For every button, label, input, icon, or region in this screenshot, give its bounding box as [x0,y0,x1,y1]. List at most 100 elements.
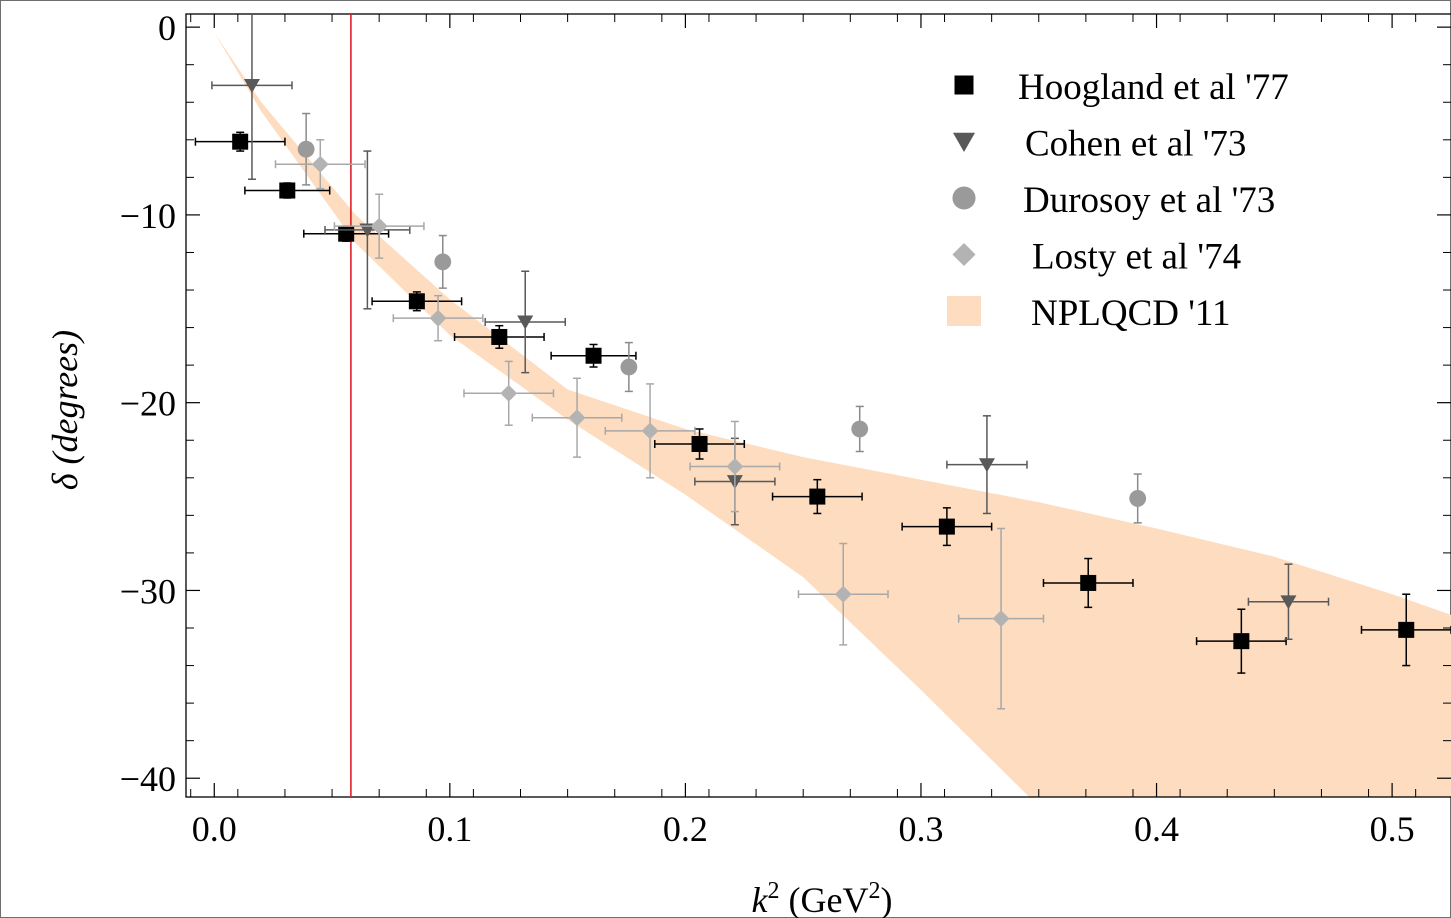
plot-border [185,13,1451,798]
legend-label: Durosoy et al '73 [1023,180,1275,221]
legend-entry: Losty et al '74 [952,237,1241,278]
data-point [1195,608,1287,674]
x-tick-label: 0.5 [1370,809,1415,849]
marker-square [491,328,508,345]
legend-marker-swatch [947,296,981,326]
data-point [211,14,293,180]
data-point [194,131,286,152]
data-point [531,377,623,458]
marker-diamond [500,384,518,402]
x-tick-label: 0.3 [898,809,943,849]
legend-marker-triangle-down [953,132,975,152]
data-point [620,341,638,393]
data-point [453,324,545,349]
data-point [1129,473,1147,524]
marker-diamond [726,458,744,475]
y-tick-label: −20 [120,384,176,424]
marker-square [338,225,355,242]
legend-label: NPLQCD '11 [1031,293,1231,334]
marker-square [938,518,955,535]
marker-square [1233,633,1250,650]
data-point [484,270,567,374]
x-axis-label-variable-sup: 2 [768,878,780,904]
x-tick-label: 0.0 [192,809,237,849]
data-point [550,343,637,368]
data-point [274,139,366,190]
marker-circle [434,253,452,271]
legend-entry: Durosoy et al '73 [952,180,1275,221]
ticks-layer: 0.0 0.1 0.2 0.3 0.4 0.5 0 −10 −20 −30 −40 [120,8,1451,849]
marker-triangle-down [359,223,376,238]
marker-diamond [568,409,586,427]
data-point [797,542,889,646]
y-tick-label: −40 [120,759,176,799]
x-axis-label-unit: (GeV [780,880,869,918]
series-triangle-down [211,14,1330,641]
marker-circle [1129,490,1147,507]
x-axis-label: k2 (GeV2) [752,878,893,918]
marker-square [1398,621,1415,638]
data-point [333,193,425,259]
x-axis-label-variable: k [752,880,769,918]
marker-square [1080,574,1097,591]
marker-circle [297,140,315,158]
x-tick-label: 0.2 [663,809,708,849]
marker-square [585,347,602,364]
marker-square [408,293,425,310]
legend-label: Hoogland et al '77 [1018,67,1289,108]
data-point [371,291,463,312]
marker-circle [851,420,869,438]
data-point [771,478,863,515]
data-point [851,405,869,453]
marker-diamond [370,217,388,235]
band-layer [214,32,1451,797]
x-axis-label-unit-sup: 2 [868,878,880,904]
marker-circle [620,358,638,376]
data-point [1247,563,1330,641]
marker-diamond [429,309,447,327]
marker-diamond [834,585,852,603]
series-square [194,131,1451,674]
legend-marker-circle [952,186,976,210]
data-point [689,420,781,513]
data-point [1042,557,1134,609]
x-axis-label-unit-close: ) [880,880,892,918]
nplqcd-band [214,32,1451,797]
marker-triangle-down [978,458,995,473]
legend-marker-square [954,75,974,95]
series-circle [297,112,1147,524]
y-tick-label: −10 [120,196,176,236]
data-point [392,294,484,342]
marker-triangle-down [243,78,260,93]
marker-diamond [311,155,329,173]
marker-square [809,488,826,505]
marker-diamond [641,422,659,440]
y-axis-label-text: δ (degrees) [45,330,85,490]
y-tick-label: −30 [120,571,176,611]
legend-label: Cohen et al '73 [1025,124,1246,165]
y-tick-label: 0 [158,8,176,48]
data-point [297,112,315,186]
data-point [957,527,1045,710]
data-point [604,383,696,479]
legend-entry: NPLQCD '11 [947,293,1231,334]
marker-diamond [992,610,1010,628]
data-point [654,428,746,460]
series-diamond [274,139,1045,710]
data-point [244,182,331,199]
data-point [434,234,452,289]
data-point [324,150,411,310]
series-layer [194,14,1451,710]
marker-triangle-down [1280,595,1297,610]
plot-frame [185,13,1451,798]
legend-entry: Cohen et al '73 [953,124,1246,165]
marker-triangle-down [517,315,534,330]
y-axis-label: δ (degrees) [45,330,85,490]
data-point [463,360,555,426]
marker-square [691,435,708,452]
data-point [901,507,993,547]
x-tick-label: 0.1 [427,809,472,849]
data-point [946,415,1028,515]
legend: Hoogland et al '77 Cohen et al '73 Durosoy… [947,67,1289,334]
